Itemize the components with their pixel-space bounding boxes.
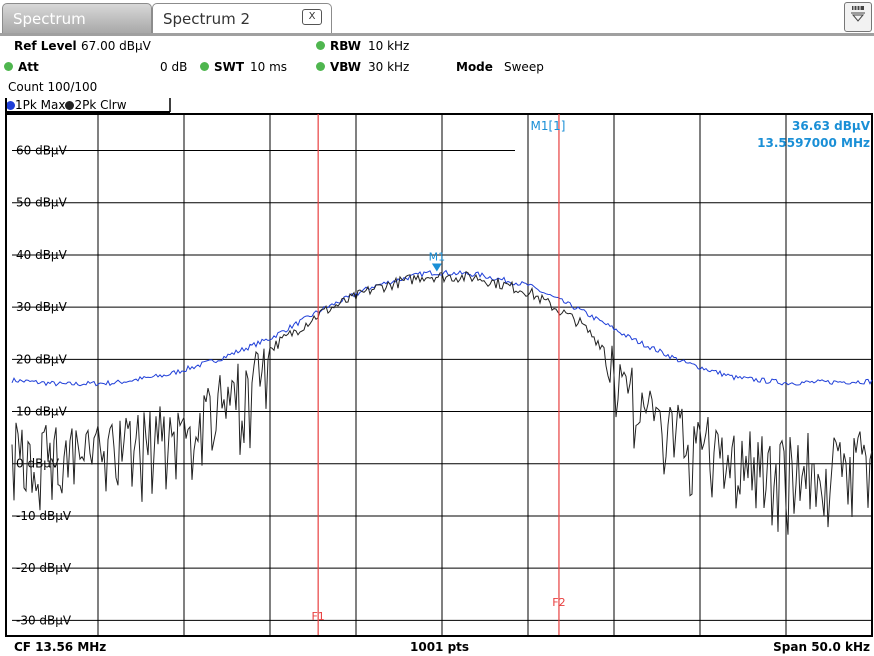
swt-value[interactable]: 10 ms	[250, 60, 288, 74]
center-frequency[interactable]: CF 13.56 MHz	[14, 640, 106, 654]
tab-spectrum-2-label: Spectrum 2	[163, 10, 250, 28]
y-tick-label: 60 dBµV	[16, 144, 68, 158]
traces	[11, 269, 873, 535]
ref-level-label: Ref Level	[14, 39, 77, 53]
grid	[12, 114, 872, 636]
att-value[interactable]: 0 dB	[160, 60, 188, 74]
marker-m1-icon[interactable]	[431, 263, 442, 272]
mode-value[interactable]: Sweep	[504, 60, 544, 74]
tab-underline	[0, 33, 874, 36]
line-f2-label: F2	[552, 596, 565, 609]
rbw-indicator-icon	[316, 41, 325, 50]
att-label: Att	[18, 60, 39, 74]
marker-frequency: 13.5597000 MHz	[757, 136, 870, 150]
y-axis-ticks: 60 dBµV 50 dBµV 40 dBµV 30 dBµV 20 dBµV 10 dB…	[16, 144, 72, 628]
plot-frame	[5, 113, 873, 637]
swt-label: SWT	[214, 60, 245, 74]
swt-indicator-icon	[200, 62, 209, 71]
trace-2-line	[11, 270, 873, 535]
menu-glyph-icon	[851, 6, 865, 22]
y-tick-label: 20 dBµV	[16, 352, 68, 366]
sweep-count: Count 100/100	[8, 80, 98, 94]
rbw-value[interactable]: 10 kHz	[368, 39, 410, 53]
vbw-label: VBW	[330, 60, 362, 74]
y-tick-label: 50 dBµV	[16, 196, 68, 210]
vbw-value[interactable]: 30 kHz	[368, 60, 410, 74]
window-menu-icon[interactable]	[844, 2, 872, 32]
trace1-dot-icon	[6, 101, 15, 110]
frequency-lines: F1 F2	[311, 114, 566, 636]
y-tick-label: -20 dBµV	[16, 561, 72, 575]
frequency-span[interactable]: Span 50.0 kHz	[773, 640, 870, 654]
trace2-dot-icon	[65, 101, 75, 110]
tab-bar: Spectrum Spectrum 2 X	[0, 0, 874, 36]
y-tick-label: 30 dBµV	[16, 300, 68, 314]
trace-1-line	[11, 269, 873, 387]
mode-label: Mode	[456, 60, 493, 74]
rbw-label: RBW	[330, 39, 361, 53]
marker-label: M1[1]	[531, 119, 566, 133]
line-f1-label: F1	[311, 610, 324, 623]
ref-level-value[interactable]: 67.00 dBµV	[81, 39, 151, 53]
y-tick-label: 10 dBµV	[16, 405, 68, 419]
trace-legend: 1Pk Max 2Pk Clrw	[6, 98, 127, 112]
vbw-indicator-icon	[316, 62, 325, 71]
trace2-label[interactable]: 2Pk Clrw	[74, 98, 127, 112]
marker-m1-tag: M1	[429, 251, 446, 264]
marker-group: M1 M1[1] 36.63 dBµV 13.5597000 MHz	[429, 119, 871, 272]
spectrum-plot[interactable]: 60 dBµV 50 dBµV 40 dBµV 30 dBµV 20 dBµV 10 dB…	[0, 96, 874, 656]
trace1-label[interactable]: 1Pk Max	[15, 98, 66, 112]
y-tick-label: 40 dBµV	[16, 248, 68, 262]
y-tick-label: -30 dBµV	[16, 613, 72, 627]
tab-spectrum[interactable]: Spectrum	[2, 3, 152, 33]
sweep-points[interactable]: 1001 pts	[410, 640, 469, 654]
settings-header: Ref Level 67.00 dBµV RBW 10 kHz Att 0 dB…	[0, 36, 874, 96]
close-tab-icon[interactable]: X	[302, 9, 322, 25]
att-indicator-icon	[4, 62, 13, 71]
y-tick-label: -10 dBµV	[16, 509, 72, 523]
marker-level: 36.63 dBµV	[792, 119, 871, 133]
